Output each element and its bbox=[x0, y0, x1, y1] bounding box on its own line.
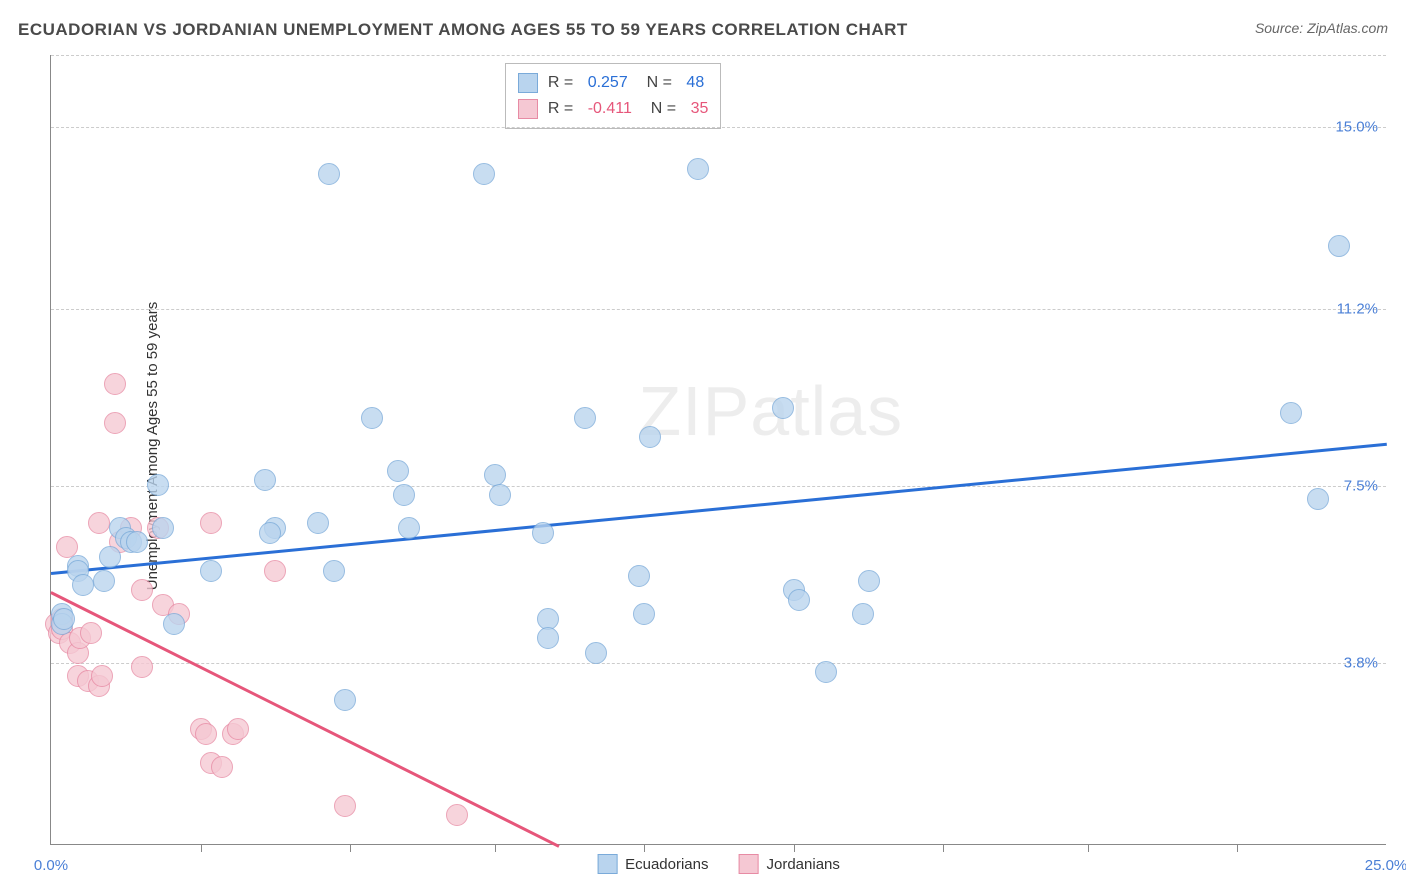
data-point-ecuadorians bbox=[72, 574, 94, 596]
data-point-ecuadorians bbox=[99, 546, 121, 568]
swatch-ecuadorians bbox=[597, 854, 617, 874]
data-point-jordanians bbox=[446, 804, 468, 826]
data-point-ecuadorians bbox=[639, 426, 661, 448]
stats-r-value-ecuadorians: 0.257 bbox=[588, 70, 628, 96]
swatch-ecuadorians bbox=[518, 73, 538, 93]
stats-r-label: R = bbox=[548, 70, 578, 96]
data-point-ecuadorians bbox=[163, 613, 185, 635]
data-point-ecuadorians bbox=[532, 522, 554, 544]
x-tick bbox=[1237, 844, 1238, 852]
data-point-jordanians bbox=[264, 560, 286, 582]
legend-item-ecuadorians: Ecuadorians bbox=[597, 854, 708, 874]
data-point-ecuadorians bbox=[323, 560, 345, 582]
x-tick bbox=[1088, 844, 1089, 852]
data-point-jordanians bbox=[131, 579, 153, 601]
stats-r-value-jordanians: -0.411 bbox=[588, 96, 632, 122]
data-point-ecuadorians bbox=[537, 627, 559, 649]
x-tick-label-max: 25.0% bbox=[1365, 857, 1406, 874]
data-point-ecuadorians bbox=[1280, 402, 1302, 424]
chart-plot-area: ZIPatlas R = 0.257 N = 48 R = -0.411 N =… bbox=[50, 55, 1386, 845]
data-point-ecuadorians bbox=[93, 570, 115, 592]
gridline bbox=[51, 55, 1386, 56]
y-tick-label: 7.5% bbox=[1344, 477, 1378, 494]
data-point-jordanians bbox=[104, 412, 126, 434]
trend-line bbox=[50, 591, 559, 847]
data-point-ecuadorians bbox=[200, 560, 222, 582]
data-point-ecuadorians bbox=[152, 517, 174, 539]
data-point-jordanians bbox=[227, 718, 249, 740]
data-point-ecuadorians bbox=[574, 407, 596, 429]
stats-n-label: N = bbox=[638, 70, 677, 96]
data-point-jordanians bbox=[211, 756, 233, 778]
data-point-ecuadorians bbox=[858, 570, 880, 592]
data-point-ecuadorians bbox=[852, 603, 874, 625]
data-point-jordanians bbox=[334, 795, 356, 817]
stats-n-value-ecuadorians: 48 bbox=[686, 70, 704, 96]
data-point-ecuadorians bbox=[585, 642, 607, 664]
swatch-jordanians bbox=[739, 854, 759, 874]
stats-n-value-jordanians: 35 bbox=[691, 96, 709, 122]
data-point-jordanians bbox=[88, 512, 110, 534]
stats-row-ecuadorians: R = 0.257 N = 48 bbox=[518, 70, 708, 96]
data-point-ecuadorians bbox=[147, 474, 169, 496]
data-point-ecuadorians bbox=[254, 469, 276, 491]
data-point-ecuadorians bbox=[489, 484, 511, 506]
data-point-jordanians bbox=[195, 723, 217, 745]
data-point-ecuadorians bbox=[318, 163, 340, 185]
data-point-ecuadorians bbox=[815, 661, 837, 683]
legend-item-jordanians: Jordanians bbox=[739, 854, 840, 874]
data-point-jordanians bbox=[80, 622, 102, 644]
data-point-ecuadorians bbox=[1328, 235, 1350, 257]
x-tick bbox=[943, 844, 944, 852]
gridline bbox=[51, 486, 1386, 487]
data-point-ecuadorians bbox=[361, 407, 383, 429]
data-point-jordanians bbox=[104, 373, 126, 395]
x-tick bbox=[794, 844, 795, 852]
data-point-ecuadorians bbox=[126, 531, 148, 553]
data-point-ecuadorians bbox=[788, 589, 810, 611]
stats-n-label: N = bbox=[642, 96, 681, 122]
x-tick bbox=[350, 844, 351, 852]
y-tick-label: 11.2% bbox=[1337, 300, 1378, 317]
chart-title: ECUADORIAN VS JORDANIAN UNEMPLOYMENT AMO… bbox=[18, 20, 908, 40]
data-point-ecuadorians bbox=[307, 512, 329, 534]
correlation-stats-box: R = 0.257 N = 48 R = -0.411 N = 35 bbox=[505, 63, 721, 129]
data-point-jordanians bbox=[131, 656, 153, 678]
gridline bbox=[51, 663, 1386, 664]
legend-label: Jordanians bbox=[767, 856, 840, 873]
data-point-ecuadorians bbox=[628, 565, 650, 587]
stats-r-label: R = bbox=[548, 96, 578, 122]
data-point-ecuadorians bbox=[53, 608, 75, 630]
stats-row-jordanians: R = -0.411 N = 35 bbox=[518, 96, 708, 122]
x-tick-label-min: 0.0% bbox=[34, 857, 68, 874]
data-point-ecuadorians bbox=[259, 522, 281, 544]
data-point-ecuadorians bbox=[772, 397, 794, 419]
watermark: ZIPatlas bbox=[638, 371, 903, 451]
data-point-ecuadorians bbox=[473, 163, 495, 185]
legend: Ecuadorians Jordanians bbox=[597, 854, 840, 874]
source-label: Source: ZipAtlas.com bbox=[1255, 20, 1388, 36]
legend-label: Ecuadorians bbox=[625, 856, 708, 873]
x-tick bbox=[644, 844, 645, 852]
y-tick-label: 15.0% bbox=[1335, 118, 1378, 135]
data-point-ecuadorians bbox=[633, 603, 655, 625]
data-point-ecuadorians bbox=[334, 689, 356, 711]
trend-line bbox=[51, 443, 1387, 575]
data-point-ecuadorians bbox=[393, 484, 415, 506]
data-point-ecuadorians bbox=[687, 158, 709, 180]
gridline bbox=[51, 127, 1386, 128]
data-point-ecuadorians bbox=[1307, 488, 1329, 510]
swatch-jordanians bbox=[518, 99, 538, 119]
data-point-jordanians bbox=[200, 512, 222, 534]
y-tick-label: 3.8% bbox=[1344, 655, 1378, 672]
data-point-ecuadorians bbox=[387, 460, 409, 482]
data-point-jordanians bbox=[91, 665, 113, 687]
x-tick bbox=[495, 844, 496, 852]
gridline bbox=[51, 309, 1386, 310]
data-point-ecuadorians bbox=[398, 517, 420, 539]
x-tick bbox=[201, 844, 202, 852]
